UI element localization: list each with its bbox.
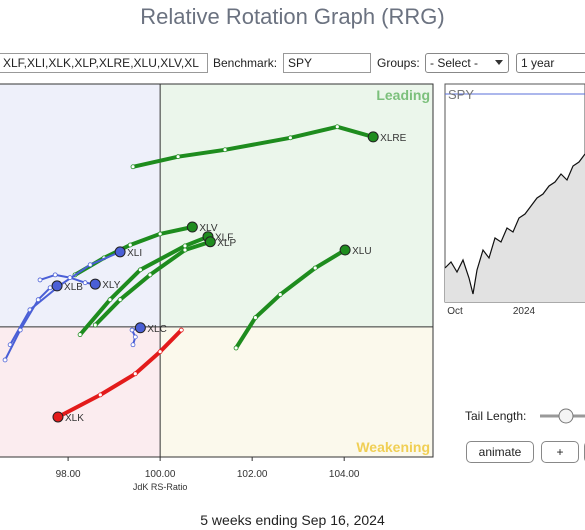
tail-point <box>92 322 98 328</box>
tail-line <box>131 124 376 169</box>
benchmark-x-label: Oct <box>447 306 463 317</box>
tail-head <box>134 322 146 334</box>
quadrant-lagging <box>0 326 161 457</box>
tail-point <box>130 342 136 348</box>
series-label: XLV <box>199 223 217 234</box>
tail-head <box>339 244 351 256</box>
benchmark-label: Benchmark: <box>213 56 278 70</box>
tail-point <box>178 327 184 333</box>
tail-point <box>87 262 93 268</box>
series-label: XLK <box>65 413 84 424</box>
quadrant-label: Leading <box>376 87 430 103</box>
series-label: XLI <box>127 248 142 259</box>
tail-point <box>312 265 318 271</box>
tail-point <box>137 267 143 273</box>
series-label: XLP <box>217 238 236 249</box>
benchmark-label: SPY <box>448 87 474 102</box>
tail-point <box>252 315 258 321</box>
tail-length-slider[interactable] <box>538 405 585 427</box>
x-tick-label: 100.00 <box>145 469 176 480</box>
groups-label: Groups: <box>377 56 420 70</box>
tail-head <box>114 246 126 258</box>
footer: 5 weeks ending Sep 16, 2024 <box>200 512 385 528</box>
tail-point <box>157 231 163 237</box>
tail-point <box>47 285 53 291</box>
x-tick-label: 104.00 <box>329 469 360 480</box>
groups-select[interactable]: - Select - <box>425 53 509 73</box>
tail-point <box>2 357 8 363</box>
symbols-input[interactable]: XLF,XLI,XLK,XLP,XLRE,XLU,XLV,XL <box>0 53 208 73</box>
tail-point <box>37 277 43 283</box>
page-title: Relative Rotation Graph (RRG) <box>140 4 445 29</box>
tail-point <box>67 275 73 281</box>
tail-point <box>157 349 163 355</box>
tail-length-label: Tail Length: <box>465 409 527 423</box>
tail-point <box>127 242 133 248</box>
tail-head <box>204 236 216 248</box>
tail-point <box>277 292 283 298</box>
quadrant-label: Weakening <box>356 439 430 455</box>
tail-head <box>89 278 101 290</box>
tail: XLRE <box>130 124 407 170</box>
tail-point <box>52 272 58 278</box>
tail-point <box>107 297 113 303</box>
zoom-in-button[interactable]: + <box>541 441 579 463</box>
series-label: XLF <box>215 233 233 244</box>
tail-point <box>175 154 181 160</box>
series-label: XLC <box>147 324 166 335</box>
tail-point <box>147 272 153 278</box>
tail-head <box>367 131 379 143</box>
x-tick-label: 102.00 <box>237 469 268 480</box>
tail-point <box>222 147 228 153</box>
tail-point <box>117 297 123 303</box>
x-tick-label: 98.00 <box>56 469 81 480</box>
tail-point <box>182 247 188 253</box>
tail-point <box>82 280 88 286</box>
tail: XLK <box>52 327 184 424</box>
benchmark-input[interactable]: SPY <box>283 53 371 73</box>
tail-point <box>132 334 138 340</box>
slider-thumb[interactable] <box>558 408 574 424</box>
tail-point <box>97 392 103 398</box>
tail-point <box>17 327 23 333</box>
series-label: XLRE <box>380 133 406 144</box>
tail: XLP <box>92 236 237 328</box>
tail-point <box>130 164 136 170</box>
tail-point <box>132 371 138 377</box>
tail-point <box>77 332 83 338</box>
tail-point <box>287 135 293 141</box>
tail-head <box>186 221 198 233</box>
quadrant-weakening <box>160 326 433 457</box>
tail-head <box>51 280 63 292</box>
tail-head <box>52 411 64 423</box>
series-label: XLY <box>102 280 120 291</box>
tail: XLY <box>37 272 121 291</box>
period-select[interactable]: 1 year <box>516 53 585 73</box>
tail-point <box>233 345 239 351</box>
tail: XLC <box>129 322 167 348</box>
tail: XLU <box>233 244 372 351</box>
x-axis-label: JdK RS-Ratio <box>133 482 188 492</box>
benchmark-line <box>444 153 585 295</box>
quadrant-leading <box>160 84 433 327</box>
tail-point <box>35 297 41 303</box>
benchmark-x-label: 2024 <box>513 306 536 317</box>
animate-button[interactable]: animate <box>466 441 534 463</box>
series-label: XLB <box>64 282 83 293</box>
tail: XLB <box>2 280 83 363</box>
tail-point <box>182 243 188 249</box>
rrg-chart: Leading Weakening 98.00 100.00 102.00 104.00 J… <box>0 83 434 492</box>
tail-point <box>129 327 135 333</box>
plot-frame <box>0 83 434 458</box>
series-label: XLU <box>352 246 371 257</box>
tail: XLF <box>77 231 233 338</box>
benchmark-chart: SPY Oct 2024 <box>444 83 585 317</box>
tail-point <box>334 124 340 130</box>
